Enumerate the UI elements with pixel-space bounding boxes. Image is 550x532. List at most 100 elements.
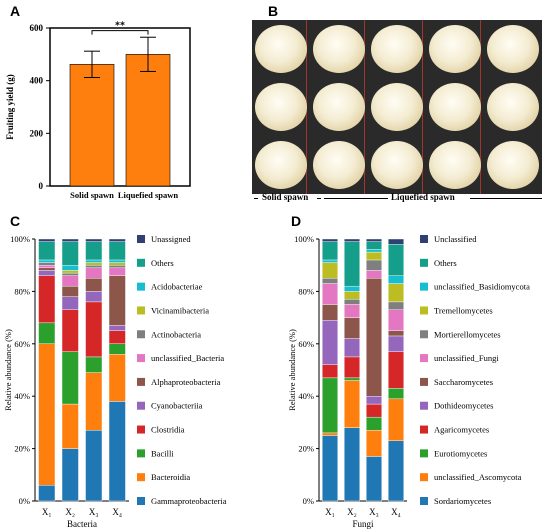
y-tick-label: 40% [14, 391, 30, 401]
stack-segment [61, 238, 79, 242]
stack-segment [61, 351, 79, 405]
legend-label: Cyanobacteriia [151, 401, 203, 411]
y-axis-label: Fruiting yield (g) [5, 74, 15, 140]
legend-label: Actinobacteria [151, 329, 201, 339]
stack-segment [322, 377, 338, 434]
legend-swatch [137, 354, 145, 363]
x-axis-label: Fungi [352, 519, 374, 529]
stack-segment [366, 416, 382, 431]
legend-swatch [137, 473, 145, 482]
legend-swatch [137, 425, 145, 434]
stack-segment [108, 259, 126, 263]
legend-label: unclassified_Fungi [434, 353, 499, 363]
legend-label: unclassified_Bacteria [151, 353, 224, 363]
stack-segment [85, 265, 103, 269]
stack-segment [108, 267, 126, 276]
bacteria-stacked-bar-chart: 0% 20% 40% 60% 80% 100% Relative abundance (%)… [3, 234, 227, 529]
stack-segment [85, 430, 103, 502]
stack-segment [388, 440, 404, 502]
y-axis-label: Relative abundance (%) [287, 329, 297, 411]
stack-segment [322, 435, 338, 502]
stack-segment [344, 285, 360, 292]
liquefied-spawn-photo-label: Liquefied spawn [391, 192, 455, 202]
y-tick-label: 0% [19, 496, 30, 506]
stack-segment [322, 320, 338, 365]
stack-segment [38, 343, 56, 486]
stack-segment [366, 241, 382, 250]
panel-label-b: B [268, 3, 279, 19]
stack-segment [61, 285, 79, 297]
stack-segment [85, 241, 103, 261]
yield-bar [69, 64, 115, 187]
y-tick-label: 0 [39, 181, 44, 191]
stack-segment [61, 275, 79, 287]
stack-segment [38, 262, 56, 266]
stack-segment [61, 241, 79, 266]
mushroom-fruiting-body [312, 140, 366, 189]
legend-swatch [137, 235, 145, 243]
stack-segment [344, 291, 360, 300]
mushroom-fruiting-body [428, 24, 482, 73]
x-tick-label: Solid spawn [70, 190, 114, 200]
legend-label: Vicinamibacteria [151, 305, 209, 315]
stack-segment [108, 262, 126, 266]
legend-label: Acidobacteriae [151, 282, 203, 292]
legend-label: Others [151, 258, 174, 268]
x-axis-label: Bacteria [67, 519, 97, 529]
legend-label: Mortierellomycetes [434, 329, 501, 339]
legend-swatch [420, 306, 428, 315]
stack-segment [366, 251, 382, 261]
stack-segment [108, 343, 126, 355]
y-tick-label: 20% [298, 444, 314, 454]
legend-label: Others [434, 258, 457, 268]
stack-segment [344, 241, 360, 287]
fruiting-yield-bar-chart: 0 200 400 600 Fruiting yield (g) Solid spawn L… [5, 21, 191, 200]
liquid-bracket-left [324, 198, 388, 199]
stack-segment [388, 283, 404, 303]
mushroom-fruiting-body [312, 82, 366, 131]
legend-label: Unclassified [434, 234, 477, 244]
mushroom-fruiting-body [370, 82, 424, 131]
x-tick-label: X₁ [325, 507, 335, 517]
legend-label: Dothideomycetes [434, 401, 493, 411]
fungi-stacked-bar-chart: 0% 20% 40% 60% 80% 100% Relative abundance (%)… [287, 234, 530, 529]
legend-swatch [420, 330, 428, 339]
stack-segment [344, 380, 360, 428]
stack-segment [366, 430, 382, 457]
y-tick-label: 200 [30, 128, 44, 138]
stack-segment [366, 270, 382, 279]
stack-segment [38, 485, 56, 502]
legend-swatch [420, 497, 428, 505]
stack-segment [38, 322, 56, 344]
legend-label: Unassigned [151, 234, 191, 244]
legend-label: Sordariomycetes [434, 496, 491, 506]
mushroom-photo [252, 20, 542, 194]
stack-segment [38, 275, 56, 324]
y-tick-label: 80% [14, 286, 30, 296]
stack-segment [322, 278, 338, 284]
legend-label: Clostridia [151, 425, 185, 435]
stack-segment [38, 238, 56, 242]
legend-swatch [137, 401, 145, 410]
stack-segment [85, 291, 103, 303]
stack-segment [85, 278, 103, 292]
legend-swatch [137, 258, 145, 267]
legend-label: Tremellomycetes [434, 305, 493, 315]
y-tick-label: 0% [303, 496, 314, 506]
mushroom-fruiting-body [486, 82, 540, 131]
legend-label: Eurotiomycetes [434, 448, 487, 458]
stack-segment [108, 330, 126, 344]
x-tick-label: X₁ [42, 507, 52, 517]
stack-segment [108, 325, 126, 331]
stack-segment [344, 356, 360, 379]
mushroom-fruiting-body [254, 82, 308, 131]
y-tick-label: 100% [294, 234, 314, 244]
x-tick-label: X₃ [89, 507, 99, 517]
stack-segment [366, 238, 382, 242]
stack-segment [322, 262, 338, 279]
legend-label: unclassified_Basidiomycota [434, 282, 530, 292]
stack-segment [108, 238, 126, 242]
mushroom-fruiting-body [428, 140, 482, 189]
stack-segment [85, 356, 103, 373]
solid-bracket-right [317, 198, 321, 199]
